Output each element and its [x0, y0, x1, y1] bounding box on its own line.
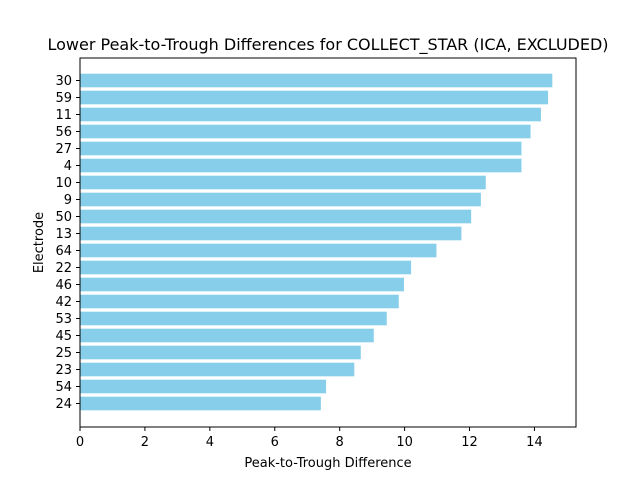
bar-50	[80, 209, 472, 224]
y-tick-label: 56	[55, 125, 72, 140]
y-tick-label: 22	[55, 261, 72, 276]
y-tick-label: 25	[55, 346, 72, 361]
bar-54	[80, 379, 327, 394]
x-tick-label: 0	[76, 435, 84, 450]
y-tick-label: 24	[55, 397, 72, 412]
bar-11	[80, 107, 541, 122]
plot-frame	[79, 57, 577, 428]
x-axis-ticks: 0 2 4 6 8 10 12 14	[76, 427, 543, 450]
bar-23	[80, 362, 355, 377]
bar-4	[80, 158, 522, 173]
y-tick-label: 53	[55, 312, 72, 327]
x-tick-label: 4	[206, 435, 214, 450]
bar-13	[80, 226, 462, 241]
y-tick-label: 45	[55, 329, 72, 344]
bar-59	[80, 90, 549, 105]
y-tick-label: 50	[55, 210, 72, 225]
bar-56	[80, 124, 531, 139]
bar-30	[80, 73, 553, 88]
y-tick-label: 42	[55, 295, 72, 310]
bar-9	[80, 192, 481, 207]
y-tick-label: 13	[55, 227, 72, 242]
y-tick-label: 46	[55, 278, 72, 293]
y-tick-label: 64	[55, 244, 72, 259]
x-tick-label: 14	[526, 435, 543, 450]
y-tick-label: 27	[55, 142, 72, 157]
bar-25	[80, 345, 361, 360]
bars-group	[80, 73, 553, 411]
y-tick-label: 23	[55, 363, 72, 378]
bar-53	[80, 311, 387, 326]
y-tick-label: 59	[55, 91, 72, 106]
x-tick-label: 2	[141, 435, 149, 450]
x-tick-label: 8	[336, 435, 344, 450]
bar-64	[80, 243, 437, 258]
x-tick-label: 12	[461, 435, 478, 450]
bar-22	[80, 260, 412, 275]
bar-10	[80, 175, 486, 190]
y-tick-label: 11	[55, 108, 72, 123]
y-tick-label: 4	[64, 159, 72, 174]
y-tick-label: 30	[55, 74, 72, 89]
x-tick-label: 10	[396, 435, 413, 450]
y-tick-label: 9	[64, 193, 72, 208]
x-tick-label: 6	[271, 435, 279, 450]
y-tick-label: 54	[55, 380, 72, 395]
y-axis-ticks: 30 59 11 56 27 4 10 9 50 13 64 22 46 42 53 45 25 23 54 24	[55, 74, 80, 412]
bar-27	[80, 141, 522, 156]
bar-46	[80, 277, 404, 292]
chart-title: Lower Peak-to-Trough Differences for COL…	[47, 35, 608, 55]
x-axis-label: Peak-to-Trough Difference	[244, 456, 411, 471]
y-axis-label: Electrode	[32, 212, 47, 273]
bar-42	[80, 294, 399, 309]
bar-45	[80, 328, 374, 343]
y-tick-label: 10	[55, 176, 72, 191]
bar-24	[80, 396, 321, 411]
